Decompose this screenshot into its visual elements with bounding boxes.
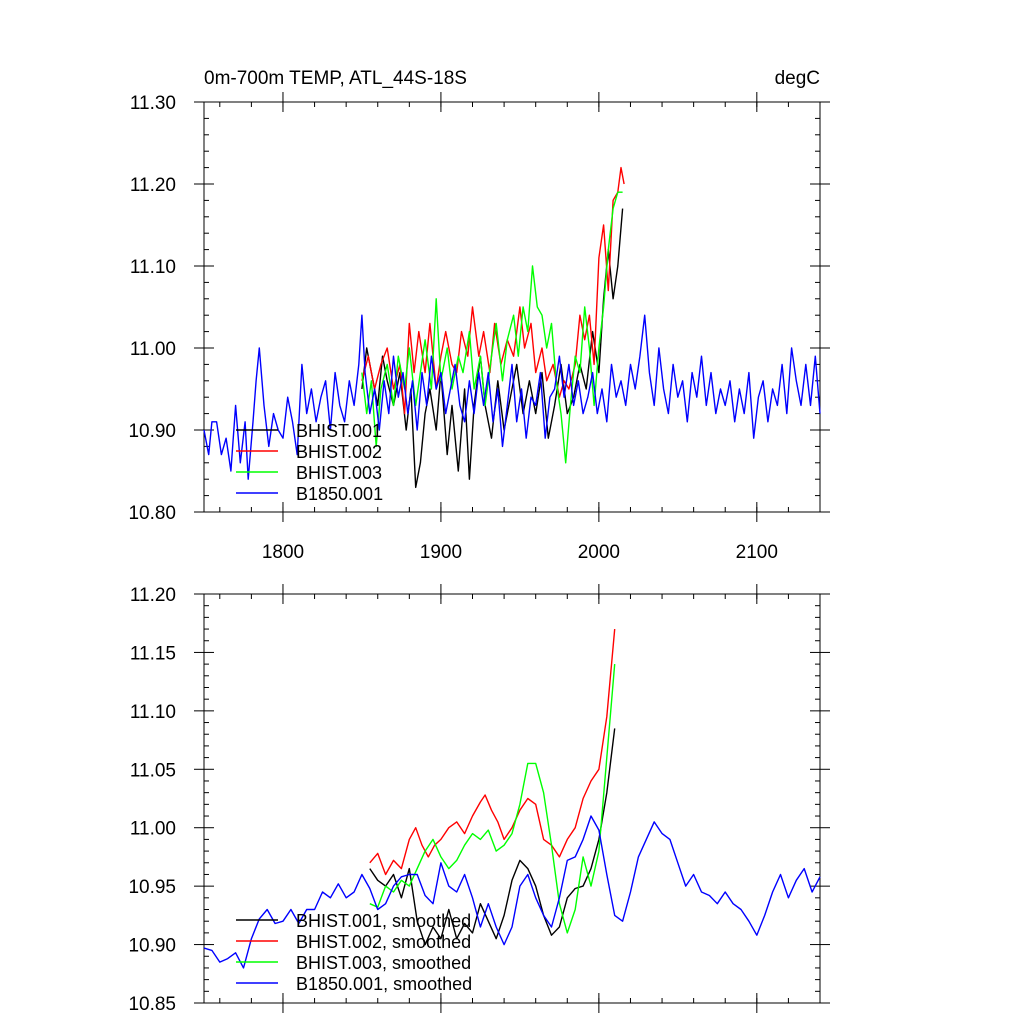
- plot-title-left: 0m-700m TEMP, ATL_44S-18S: [204, 68, 467, 89]
- y-tick-label: 11.10: [130, 257, 176, 278]
- y-tick-label: 11.00: [130, 819, 176, 840]
- legend-label: BHIST.003: [296, 463, 382, 483]
- plot-title-right: degC: [775, 68, 820, 89]
- legend-label: BHIST.002: [296, 442, 382, 462]
- series-line-b1850-001: [203, 314, 821, 480]
- y-tick-label: 11.05: [130, 760, 176, 781]
- y-tick-label: 11.10: [130, 702, 176, 723]
- y-tick-label: 10.85: [128, 994, 176, 1015]
- x-tick-label: 1800: [262, 542, 304, 563]
- y-tick-label: 10.80: [128, 503, 176, 524]
- legend-label: BHIST.002, smoothed: [296, 932, 471, 952]
- x-tick-label: 2000: [578, 542, 620, 563]
- legend-label: BHIST.001, smoothed: [296, 911, 471, 931]
- legend-label: B1850.001, smoothed: [296, 974, 472, 994]
- series-line-bhist-003: [361, 191, 623, 464]
- y-tick-label: 11.00: [130, 339, 176, 360]
- y-tick-label: 11.20: [130, 175, 176, 196]
- legend-label: BHIST.003, smoothed: [296, 953, 471, 973]
- y-tick-label: 11.30: [130, 93, 176, 114]
- series-line-bhist-002-smoothed: [369, 629, 616, 876]
- legend-label: B1850.001: [296, 484, 383, 504]
- plot-frame: [203, 593, 821, 1004]
- x-tick-label: 1900: [420, 542, 462, 563]
- y-tick-label: 10.90: [128, 421, 176, 442]
- y-tick-label: 10.95: [128, 877, 176, 898]
- y-tick-label: 10.90: [128, 936, 176, 957]
- y-tick-label: 11.15: [130, 643, 176, 664]
- x-tick-label: 2100: [736, 542, 778, 563]
- bottom-panel: 10.85 10.90 10.95 11.00 11.05 11.10 11.15 11.20…: [128, 584, 830, 1015]
- series-line-b1850-001-smoothed: [203, 815, 821, 969]
- series-line-bhist-001-smoothed: [369, 728, 616, 946]
- y-tick-label: 11.20: [130, 585, 176, 606]
- legend-label: BHIST.001: [296, 421, 382, 441]
- top-panel: 1800 1900 2000 2100 10.80 10.90 11.00 11.10 11.2…: [128, 92, 830, 563]
- plot-frame: [203, 101, 821, 513]
- series-line-bhist-003-smoothed: [369, 664, 616, 934]
